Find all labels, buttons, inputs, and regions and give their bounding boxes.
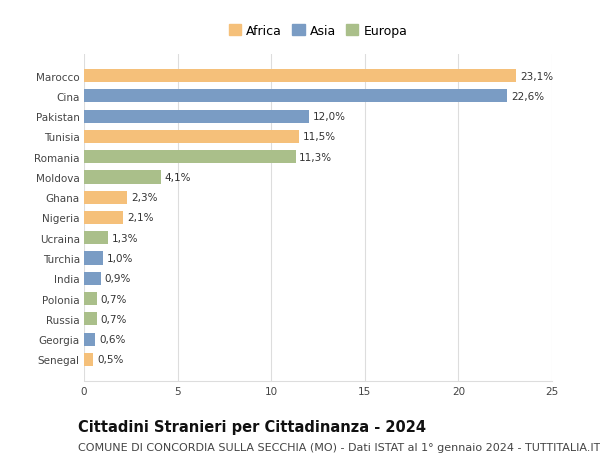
- Bar: [84, 151, 296, 164]
- Text: 0,9%: 0,9%: [104, 274, 131, 284]
- Bar: [84, 90, 507, 103]
- Text: 12,0%: 12,0%: [313, 112, 346, 122]
- Bar: [84, 191, 127, 204]
- Bar: [84, 212, 124, 224]
- Bar: [84, 232, 109, 245]
- Text: 1,0%: 1,0%: [106, 253, 133, 263]
- Bar: [84, 110, 308, 123]
- Text: 0,7%: 0,7%: [101, 314, 127, 324]
- Text: COMUNE DI CONCORDIA SULLA SECCHIA (MO) - Dati ISTAT al 1° gennaio 2024 - TUTTITA: COMUNE DI CONCORDIA SULLA SECCHIA (MO) -…: [78, 442, 600, 452]
- Text: 22,6%: 22,6%: [511, 92, 544, 102]
- Text: Cittadini Stranieri per Cittadinanza - 2024: Cittadini Stranieri per Cittadinanza - 2…: [78, 419, 426, 434]
- Text: 23,1%: 23,1%: [520, 72, 553, 81]
- Text: 0,6%: 0,6%: [99, 334, 125, 344]
- Bar: [84, 70, 517, 83]
- Text: 11,3%: 11,3%: [299, 152, 332, 162]
- Text: 2,1%: 2,1%: [127, 213, 154, 223]
- Bar: [84, 130, 299, 144]
- Bar: [84, 171, 161, 184]
- Text: 11,5%: 11,5%: [303, 132, 336, 142]
- Bar: [84, 272, 101, 285]
- Bar: [84, 292, 97, 306]
- Bar: [84, 333, 95, 346]
- Bar: [84, 252, 103, 265]
- Legend: Africa, Asia, Europa: Africa, Asia, Europa: [226, 22, 410, 40]
- Bar: [84, 313, 97, 326]
- Text: 0,5%: 0,5%: [97, 355, 124, 364]
- Bar: [84, 353, 94, 366]
- Text: 1,3%: 1,3%: [112, 233, 139, 243]
- Text: 4,1%: 4,1%: [164, 173, 191, 183]
- Text: 2,3%: 2,3%: [131, 193, 157, 203]
- Text: 0,7%: 0,7%: [101, 294, 127, 304]
